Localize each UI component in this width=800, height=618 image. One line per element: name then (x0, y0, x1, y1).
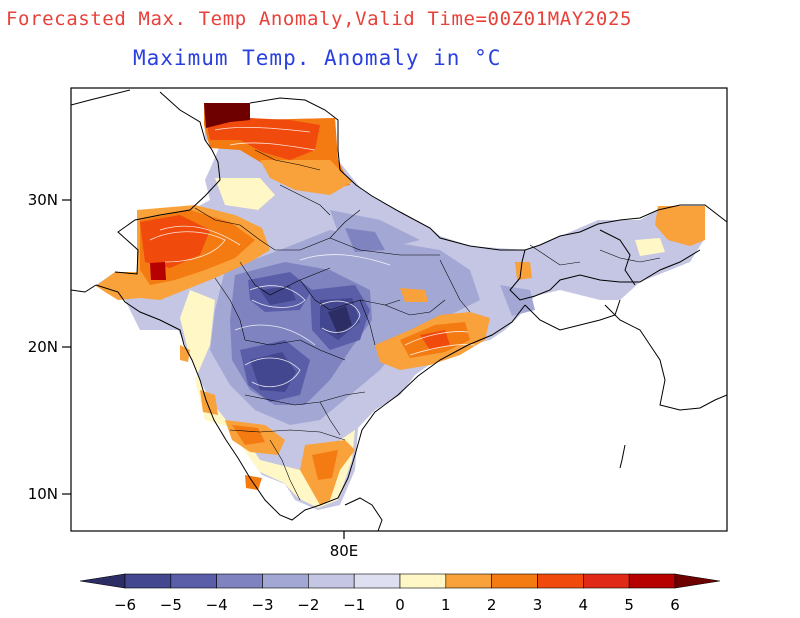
anomaly-warm-region-northeast (515, 262, 532, 280)
lat-tick-label: 10N (28, 485, 58, 503)
country-border (599, 229, 636, 286)
anomaly-very-strong-negative (260, 286, 296, 305)
country-border (71, 89, 131, 106)
anomaly-warm-region-north (260, 160, 352, 195)
anomaly-warm-region-northwest (140, 215, 210, 268)
colorbar-label: 6 (670, 596, 680, 614)
colorbar-segment (216, 573, 263, 589)
colorbar-label: −3 (251, 596, 273, 614)
boundary-lines (71, 89, 727, 531)
colorbar-label: 1 (441, 596, 451, 614)
colorbar-segment (537, 573, 584, 589)
colorbar-segment (353, 573, 401, 589)
colorbar-label: −4 (206, 596, 228, 614)
colorbar-segment (491, 573, 538, 589)
map-frame (70, 87, 728, 532)
anomaly-warm-region-east-coast (400, 288, 428, 302)
anomaly-warm-region-south (312, 450, 338, 480)
lat-tick-label: 30N (28, 191, 58, 209)
anomaly-warm-region-northeast (635, 238, 665, 256)
anomaly-hot-spot (204, 103, 250, 128)
anomaly-warm-region-northeast (655, 206, 705, 246)
axis-ticks (62, 199, 345, 539)
colorbar-segment (628, 573, 676, 589)
colorbar-label: 0 (395, 596, 405, 614)
colorbar-label: 4 (579, 596, 589, 614)
anomaly-warm-region-east-coast (420, 330, 450, 350)
colorbar-segment (445, 573, 492, 589)
anomaly-extreme-negative (328, 306, 352, 335)
country-border (249, 97, 727, 251)
coastline (95, 284, 526, 521)
contour-lines (149, 126, 476, 387)
colorbar-segment (674, 573, 721, 589)
colorbar-segment (262, 573, 309, 589)
map-title: Forecasted Max. Temp Anomaly,Valid Time=… (6, 8, 633, 30)
colorbar-label: −1 (343, 596, 365, 614)
country-border (604, 304, 727, 411)
colorbar-label: 2 (487, 596, 497, 614)
colorbar-segment (79, 573, 126, 589)
lon-tick-label: 80E (330, 542, 359, 560)
island-outline (344, 497, 383, 531)
anomaly-warm-region-south (180, 345, 190, 362)
map-subtitle: Maximum Temp. Anomaly in °C (133, 46, 502, 70)
colorbar-label: −5 (160, 596, 182, 614)
colorbar-segment (399, 573, 447, 589)
colorbar-segment (583, 573, 630, 589)
colorbar-label: 3 (533, 596, 543, 614)
anomaly-negative-region (500, 285, 535, 316)
country-border (71, 284, 97, 293)
anomaly-near-zero-patch (180, 290, 355, 508)
lat-tick-label: 20N (28, 338, 58, 356)
anomaly-moderate-negative (345, 228, 385, 252)
colorbar-label: −6 (114, 596, 136, 614)
colorbar-segment (308, 573, 355, 589)
colorbar-label: −2 (297, 596, 319, 614)
anomaly-warm-region-north (205, 115, 320, 160)
island-outline (619, 444, 626, 469)
colorbar-segment (170, 573, 217, 589)
anomaly-warm-region-south (232, 425, 265, 445)
state-borders (194, 149, 661, 501)
colorbar: −6 −5 −4 −3 −2 −1 0 1 2 3 4 5 6 (79, 573, 721, 614)
anomaly-near-zero-patch (215, 178, 275, 210)
country-border (509, 249, 701, 301)
anomaly-hot-spot (150, 262, 166, 280)
country-border (114, 91, 221, 275)
anomaly-very-strong-negative (250, 352, 296, 392)
colorbar-label: 5 (624, 596, 634, 614)
colorbar-segment (124, 573, 172, 589)
